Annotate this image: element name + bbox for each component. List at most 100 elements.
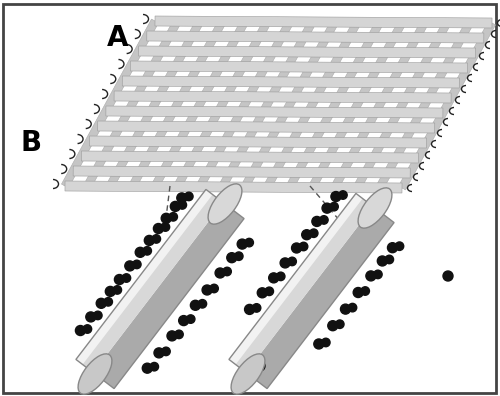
Circle shape	[374, 270, 382, 279]
Circle shape	[104, 297, 112, 306]
Circle shape	[94, 311, 102, 320]
Circle shape	[162, 347, 170, 356]
Polygon shape	[73, 166, 410, 178]
Polygon shape	[196, 20, 294, 189]
Circle shape	[385, 255, 394, 264]
Polygon shape	[62, 19, 158, 188]
Circle shape	[122, 274, 130, 282]
Circle shape	[234, 252, 243, 261]
Polygon shape	[219, 20, 316, 189]
Circle shape	[135, 248, 145, 257]
Polygon shape	[82, 151, 418, 163]
Circle shape	[245, 238, 254, 247]
Circle shape	[288, 257, 296, 266]
Text: A: A	[107, 24, 128, 52]
Circle shape	[310, 229, 318, 238]
Circle shape	[227, 253, 237, 263]
Circle shape	[169, 213, 177, 221]
Circle shape	[366, 271, 376, 281]
Circle shape	[174, 330, 183, 339]
Circle shape	[198, 299, 206, 308]
Circle shape	[150, 362, 158, 371]
Circle shape	[300, 242, 308, 251]
Polygon shape	[376, 21, 473, 190]
Circle shape	[338, 191, 347, 199]
Polygon shape	[76, 189, 223, 373]
Polygon shape	[354, 21, 450, 190]
Circle shape	[223, 267, 232, 276]
Circle shape	[395, 242, 404, 250]
Circle shape	[202, 285, 212, 295]
Ellipse shape	[208, 184, 242, 224]
Polygon shape	[308, 21, 406, 189]
Circle shape	[106, 286, 116, 297]
Polygon shape	[286, 21, 383, 189]
Circle shape	[125, 261, 135, 271]
Polygon shape	[155, 16, 492, 28]
Circle shape	[113, 286, 122, 294]
Text: B: B	[20, 129, 41, 157]
Circle shape	[161, 213, 171, 223]
Circle shape	[237, 239, 247, 249]
Circle shape	[302, 230, 312, 240]
FancyBboxPatch shape	[3, 4, 496, 393]
Circle shape	[330, 202, 338, 211]
Polygon shape	[122, 76, 460, 88]
Circle shape	[328, 321, 338, 331]
Circle shape	[170, 202, 180, 211]
Polygon shape	[98, 121, 435, 133]
Polygon shape	[84, 19, 181, 188]
Circle shape	[76, 326, 86, 335]
Circle shape	[353, 287, 363, 297]
Circle shape	[443, 271, 453, 281]
Circle shape	[215, 268, 225, 278]
Circle shape	[348, 303, 356, 312]
Circle shape	[167, 331, 177, 341]
Circle shape	[132, 260, 141, 268]
Circle shape	[154, 223, 164, 234]
Circle shape	[258, 288, 268, 298]
Polygon shape	[174, 20, 271, 188]
Circle shape	[152, 235, 160, 243]
Circle shape	[154, 348, 164, 358]
Circle shape	[144, 235, 154, 246]
Circle shape	[83, 325, 92, 333]
Circle shape	[178, 316, 188, 326]
Circle shape	[252, 304, 261, 312]
Circle shape	[190, 300, 200, 310]
Polygon shape	[129, 19, 226, 188]
Circle shape	[268, 273, 278, 283]
Circle shape	[142, 363, 152, 373]
Circle shape	[96, 298, 106, 308]
Polygon shape	[106, 19, 204, 188]
Polygon shape	[229, 193, 362, 365]
Circle shape	[280, 258, 290, 268]
Polygon shape	[76, 189, 212, 365]
Circle shape	[276, 272, 285, 281]
Polygon shape	[106, 106, 443, 118]
Circle shape	[86, 312, 96, 322]
Ellipse shape	[78, 354, 112, 394]
Circle shape	[320, 216, 328, 224]
Polygon shape	[138, 46, 475, 58]
Polygon shape	[152, 20, 248, 188]
Polygon shape	[246, 207, 394, 388]
Circle shape	[244, 305, 254, 314]
Polygon shape	[65, 181, 402, 193]
Circle shape	[265, 287, 274, 295]
Circle shape	[361, 287, 370, 295]
Polygon shape	[90, 136, 426, 148]
Circle shape	[184, 192, 193, 201]
Circle shape	[292, 243, 302, 253]
Polygon shape	[264, 20, 360, 189]
Circle shape	[143, 247, 152, 255]
Ellipse shape	[231, 354, 265, 394]
Polygon shape	[241, 20, 338, 189]
Circle shape	[331, 192, 341, 202]
Circle shape	[177, 193, 187, 203]
Polygon shape	[229, 193, 373, 373]
Circle shape	[388, 243, 398, 253]
Circle shape	[255, 361, 265, 371]
Circle shape	[210, 284, 218, 293]
Circle shape	[340, 304, 350, 314]
